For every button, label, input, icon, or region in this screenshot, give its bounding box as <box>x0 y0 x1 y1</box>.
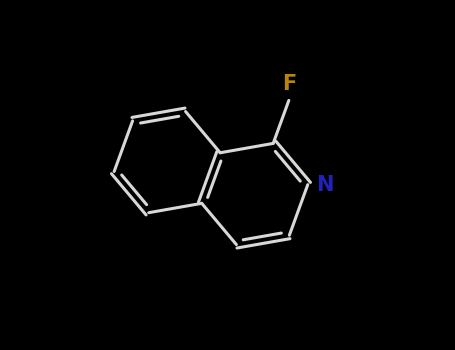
Text: F: F <box>282 74 296 94</box>
Text: N: N <box>316 175 333 195</box>
